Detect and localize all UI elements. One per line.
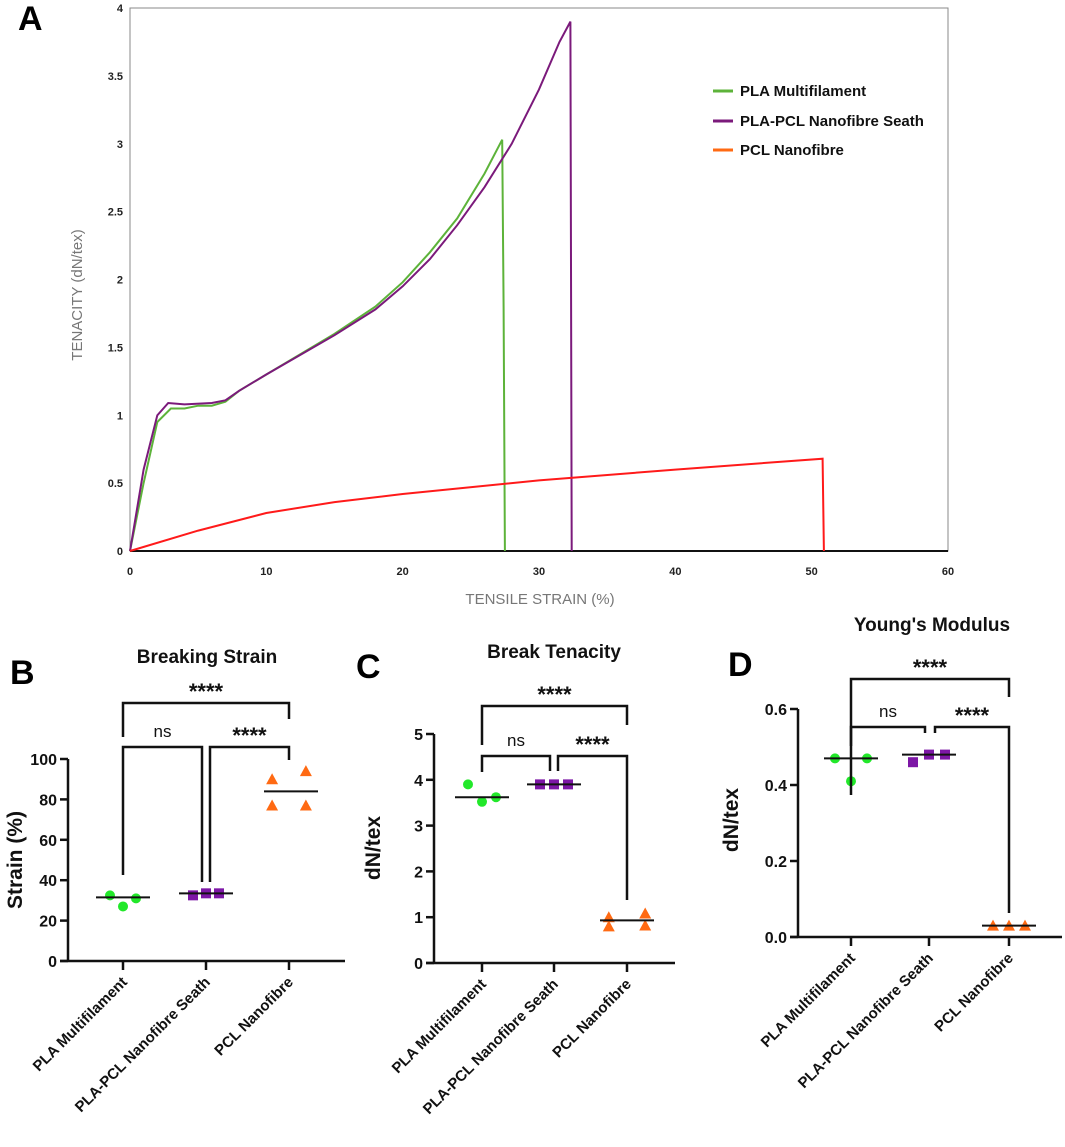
y-tick-label: 0.4	[765, 778, 787, 795]
x-tick-label: 50	[806, 566, 818, 578]
y-tick-label: 2	[414, 864, 423, 881]
y-tick-label: 2.5	[108, 207, 123, 219]
significance-label-first-second: ns	[507, 731, 525, 750]
x-tick-label: 30	[533, 566, 545, 578]
significance-label-second-third: ****	[955, 703, 990, 728]
y-tick-label: 4	[414, 773, 423, 790]
panel-letter-b: B	[10, 654, 35, 692]
y-tick-label: 0.2	[765, 854, 787, 871]
legend-label-pcl: PCL Nanofibre	[740, 142, 844, 159]
significance-bracket-first-second	[480, 754, 552, 772]
data-point-triangle	[639, 919, 652, 931]
x-tick-label: 10	[260, 566, 272, 578]
data-point-circle	[131, 893, 141, 904]
x-axis-title-a: TENSILE STRAIN (%)	[465, 591, 614, 608]
y-tick-label: 40	[39, 873, 57, 890]
y-tick-label: 20	[39, 914, 57, 931]
significance-bracket-first-second	[849, 725, 927, 746]
y-axis-title-b: Strain (%)	[4, 811, 27, 909]
x-category-label: PLA-PCL Nanofibre Seath	[72, 974, 214, 1116]
y-tick-label: 1	[117, 410, 123, 422]
significance-bracket-first-second	[121, 745, 204, 882]
data-point-triangle	[639, 907, 652, 919]
x-category-label: PLA-PCL Nanofibre Seath	[420, 976, 562, 1118]
significance-bracket-second-third	[556, 754, 629, 900]
y-tick-label: 1.5	[108, 342, 123, 354]
x-tick-label: 40	[669, 566, 681, 578]
y-tick-label: 60	[39, 833, 57, 850]
data-point-square	[188, 890, 198, 901]
x-tick-label: 0	[127, 566, 133, 578]
y-tick-label: 0	[48, 954, 57, 971]
significance-label-all: ****	[189, 679, 224, 704]
y-tick-label: 3	[414, 819, 423, 836]
data-point-square	[908, 757, 918, 768]
data-point-triangle	[266, 799, 279, 811]
significance-label-first-second: ns	[154, 722, 172, 741]
x-tick-label: 60	[942, 566, 954, 578]
y-tick-label: 0	[117, 546, 123, 558]
data-point-triangle	[602, 920, 615, 932]
significance-label-second-third: ****	[575, 732, 610, 757]
y-tick-label: 5	[414, 727, 423, 744]
data-point-triangle	[299, 799, 312, 811]
y-tick-label: 0	[414, 956, 423, 973]
significance-label-all: ****	[913, 655, 948, 680]
panel-letter-c: C	[356, 648, 381, 686]
y-axis-title-a: TENACITY (dN/tex)	[69, 229, 86, 360]
y-tick-label: 100	[30, 752, 57, 769]
x-category-label: PCL Nanofibre	[931, 950, 1016, 1035]
legend-label-pla: PLA Multifilament	[740, 83, 866, 100]
x-category-label: PCL Nanofibre	[549, 976, 634, 1061]
significance-bracket-all	[121, 701, 291, 737]
y-tick-label: 0.6	[765, 702, 787, 719]
y-tick-label: 0.5	[108, 478, 123, 490]
data-point-triangle	[299, 765, 312, 777]
y-tick-label: 0.0	[765, 930, 787, 947]
significance-bracket-second-third	[933, 725, 1011, 913]
panel-a-plot: 0 10 20 30 40 50 60 0 0.5 1 1.5 2 2.5 3 3.5 4	[108, 3, 954, 578]
panel-letter-d: D	[728, 646, 753, 684]
y-tick-label: 4	[117, 3, 124, 15]
y-tick-label: 80	[39, 792, 57, 809]
y-axis-title-c: dN/tex	[362, 816, 385, 881]
chart-title-d: Young's Modulus	[854, 615, 1010, 636]
panel-letter-a: A	[18, 0, 43, 38]
data-point-circle	[105, 890, 115, 901]
significance-label-all: ****	[537, 682, 572, 707]
y-tick-label: 3	[117, 139, 123, 151]
series-line-2	[129, 457, 825, 552]
x-category-label: PLA-PCL Nanofibre Seath	[795, 950, 937, 1092]
significance-label-first-second: ns	[879, 702, 897, 721]
y-tick-label: 3.5	[108, 71, 123, 83]
y-tick-label: 1	[414, 910, 423, 927]
data-point-circle	[118, 901, 128, 912]
chart-title-b: Breaking Strain	[137, 647, 277, 668]
series-line-1	[129, 21, 573, 552]
x-category-label: PCL Nanofibre	[211, 974, 296, 1059]
y-tick-label: 2	[117, 275, 123, 287]
legend-label-sheath: PLA-PCL Nanofibre Seath	[740, 113, 924, 130]
y-axis-title-d: dN/tex	[720, 788, 743, 853]
significance-bracket-all	[849, 677, 1011, 795]
data-point-circle	[477, 796, 487, 807]
x-tick-label: 20	[397, 566, 409, 578]
significance-bracket-all	[480, 704, 629, 745]
data-point-triangle	[266, 773, 279, 785]
data-point-circle	[463, 779, 473, 790]
significance-bracket-second-third	[208, 745, 291, 882]
significance-label-second-third: ****	[232, 723, 267, 748]
chart-title-c: Break Tenacity	[487, 642, 621, 663]
